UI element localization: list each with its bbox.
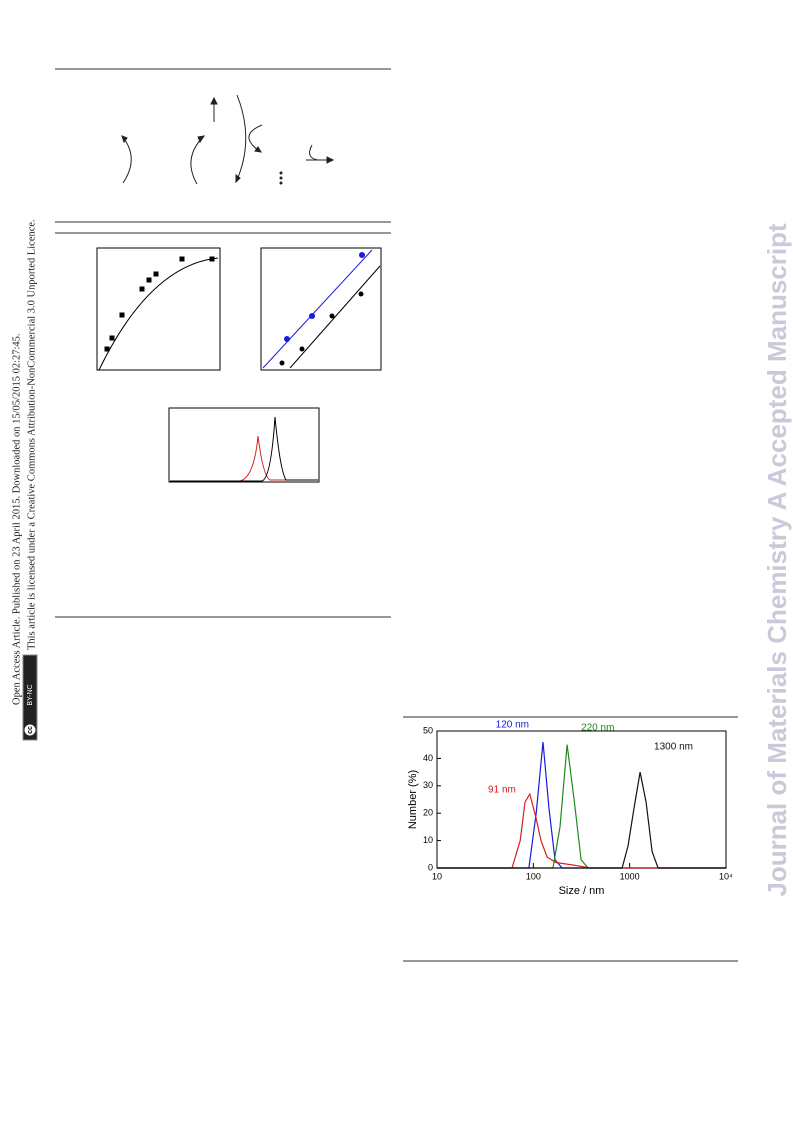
side-note: Open Access Article. Published on 23 Apr… [11, 219, 37, 705]
x-tick-label: 1000 [620, 871, 640, 881]
x-tick-label: 100 [526, 871, 541, 881]
x-tick-label: 10 [432, 871, 442, 881]
y-tick-label: 40 [423, 753, 433, 763]
x-axis-label: Size / nm [559, 885, 605, 897]
series-line [437, 741, 726, 869]
y-tick-label: 50 [423, 725, 433, 735]
series-label: 220 nm [581, 722, 614, 733]
watermark: Journal of Materials Chemistry A Accepte… [762, 223, 792, 897]
y-tick-label: 0 [428, 862, 433, 872]
license-badge: cc BY-NC [22, 654, 38, 741]
series-label: 120 nm [496, 720, 529, 731]
x-tick-label: 10⁴ [719, 871, 733, 881]
y-tick-label: 20 [423, 808, 433, 818]
series-label: 91 nm [488, 785, 516, 796]
y-axis-label: Number (%) [407, 770, 419, 829]
small-plots [96, 247, 382, 483]
badge-license: BY-NC [27, 684, 34, 705]
series-label: 1300 nm [654, 742, 693, 753]
side-note-line: This article is licensed under a Creativ… [26, 219, 37, 650]
badge-cc: cc [27, 726, 34, 734]
scheme [121, 94, 335, 185]
side-note-line: Open Access Article. Published on 23 Apr… [11, 333, 22, 705]
series-line [437, 771, 726, 869]
series-line [437, 792, 726, 869]
y-tick-label: 10 [423, 835, 433, 845]
y-tick-label: 30 [423, 780, 433, 790]
series-line [437, 744, 726, 869]
rules [55, 68, 738, 962]
